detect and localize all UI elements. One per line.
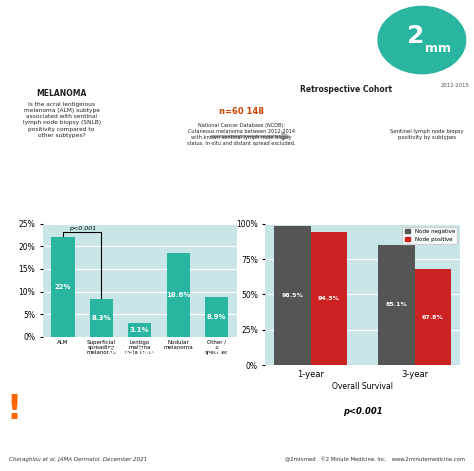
Text: p<0.001: p<0.001 (343, 407, 383, 416)
Text: 94.3%: 94.3% (318, 296, 340, 301)
Text: 95% CI 1.59-2.28: 95% CI 1.59-2.28 (86, 367, 151, 376)
Text: Overall Survival: Overall Survival (306, 201, 405, 211)
Text: National Cancer Database (NCDB):
Cutaneous melanoma between 2012-2014
with known: National Cancer Database (NCDB): Cutaneo… (188, 123, 296, 146)
Text: 2: 2 (407, 24, 424, 48)
Text: 8.9%: 8.9% (207, 314, 227, 320)
Text: 67.8%: 67.8% (422, 315, 444, 320)
X-axis label: Overall Survival: Overall Survival (332, 382, 393, 390)
Text: 8.3%: 8.3% (91, 315, 111, 321)
Text: Cheraghlou et al. JAMA Dermatol. December 2021: Cheraghlou et al. JAMA Dermatol. Decembe… (9, 457, 147, 462)
Text: 1.91: 1.91 (197, 344, 234, 359)
Text: 3.1%: 3.1% (130, 327, 150, 333)
Text: n=60 148: n=60 148 (219, 107, 264, 116)
Text: !: ! (7, 393, 22, 426)
Text: Is the acral lentiginous
melanoma (ALM) subtype
associated with sentinal
lymph n: Is the acral lentiginous melanoma (ALM) … (23, 102, 100, 138)
Bar (167, 252, 190, 337)
Text: @2minmed   ©2 Minute Medicine, Inc.   www.2minutemedicine.com: @2minmed ©2 Minute Medicine, Inc. www.2m… (284, 456, 465, 462)
Bar (205, 297, 228, 337)
Text: Odds Ratio =: Odds Ratio = (108, 347, 177, 356)
Bar (415, 269, 451, 365)
Bar (52, 237, 74, 337)
Text: Acral lentiginous melanoma may be associated
with higher rates of sentinel lymph: Acral lentiginous melanoma may be associ… (11, 20, 271, 52)
Text: 18.6%: 18.6% (166, 292, 191, 298)
Text: Sentinel lymph node biopsy
positivity by subtypes: Sentinel lymph node biopsy positivity by… (390, 129, 464, 139)
Text: Sentinel Lymph Node Positivity: Sentinel Lymph Node Positivity (21, 201, 216, 211)
Text: In this study, patients with acral lentiginous subtype melanoma were found to
ha: In this study, patients with acral lenti… (47, 395, 324, 418)
Text: p<0.001: p<0.001 (69, 226, 96, 230)
Text: ALM vs. SSM:: ALM vs. SSM: (9, 347, 77, 356)
Legend: Node negative, Node positive: Node negative, Node positive (402, 227, 457, 244)
Bar (378, 245, 415, 365)
Text: 98.5%: 98.5% (282, 293, 303, 298)
Circle shape (378, 7, 465, 73)
Text: mm: mm (425, 41, 450, 55)
Text: 22%: 22% (55, 284, 71, 290)
Bar (310, 232, 347, 365)
Bar (90, 299, 113, 337)
Bar (128, 323, 151, 337)
Text: 85.1%: 85.1% (385, 302, 407, 308)
Text: 2012-2015: 2012-2015 (440, 83, 469, 89)
Text: Retrospective Cohort: Retrospective Cohort (300, 86, 392, 95)
Bar (274, 226, 310, 365)
Text: MELANOMA: MELANOMA (36, 89, 87, 98)
